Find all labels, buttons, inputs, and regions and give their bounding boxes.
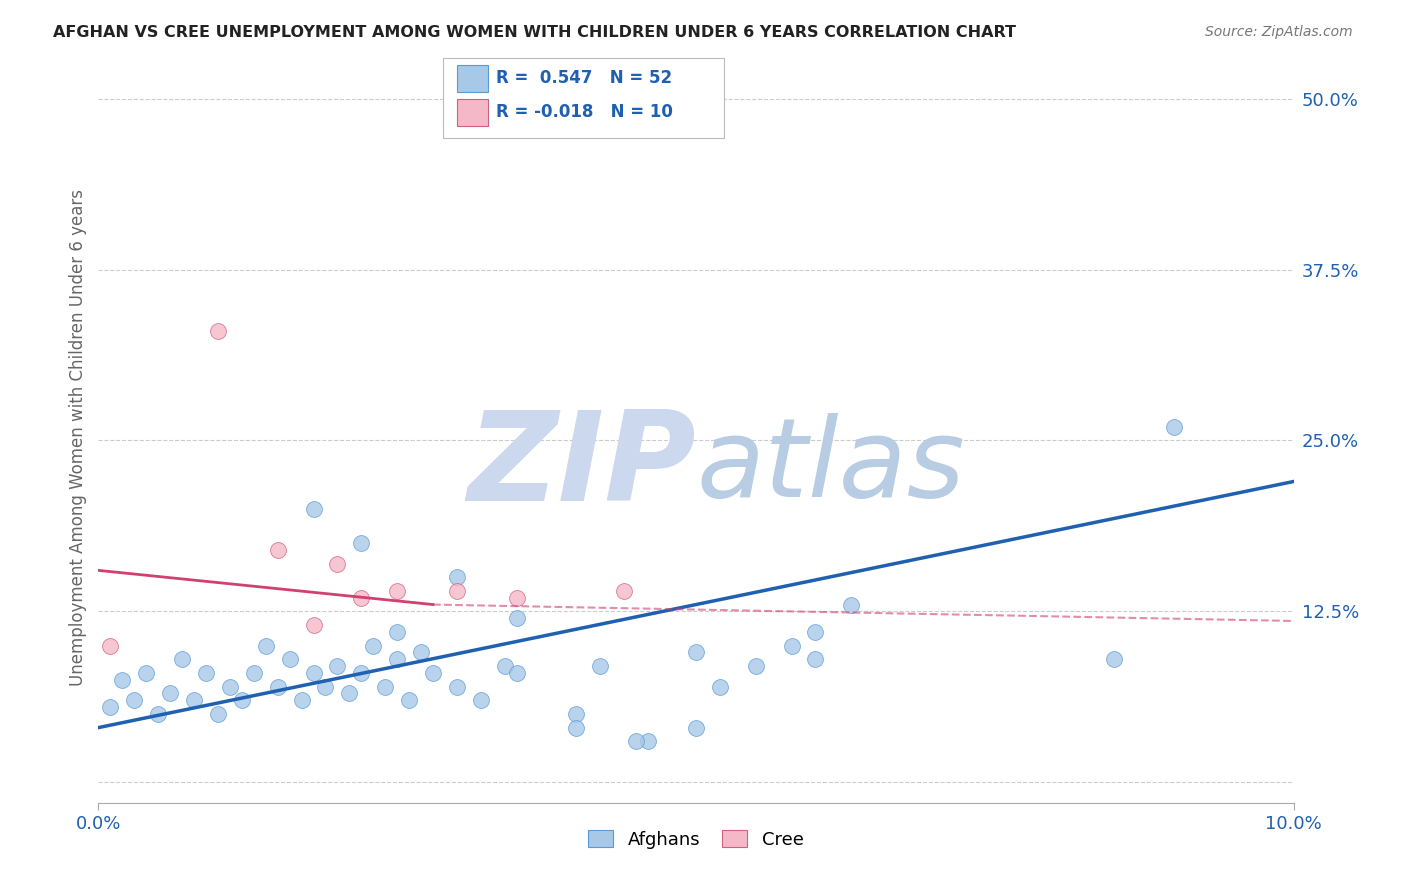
Point	[98, 639, 122, 653]
Point	[804, 624, 827, 639]
Point	[302, 665, 325, 680]
Point	[195, 665, 218, 680]
Point	[506, 591, 529, 605]
Point	[231, 693, 253, 707]
Point	[709, 680, 731, 694]
Text: ZIP: ZIP	[467, 406, 696, 527]
Point	[207, 706, 229, 721]
Point	[745, 659, 768, 673]
Y-axis label: Unemployment Among Women with Children Under 6 years: Unemployment Among Women with Children U…	[69, 188, 87, 686]
Point	[565, 721, 588, 735]
Point	[326, 659, 349, 673]
Point	[780, 639, 803, 653]
Point	[841, 598, 863, 612]
Point	[291, 693, 314, 707]
Point	[339, 686, 361, 700]
Text: R =  0.547   N = 52: R = 0.547 N = 52	[496, 70, 672, 87]
Point	[315, 680, 337, 694]
Point	[350, 536, 373, 550]
Point	[207, 324, 229, 338]
Point	[219, 680, 242, 694]
Point	[398, 693, 420, 707]
Point	[494, 659, 516, 673]
Point	[172, 652, 194, 666]
Text: R = -0.018   N = 10: R = -0.018 N = 10	[496, 103, 673, 121]
Point	[302, 618, 325, 632]
Point	[613, 583, 636, 598]
Point	[506, 665, 529, 680]
Point	[470, 693, 492, 707]
Text: AFGHAN VS CREE UNEMPLOYMENT AMONG WOMEN WITH CHILDREN UNDER 6 YEARS CORRELATION : AFGHAN VS CREE UNEMPLOYMENT AMONG WOMEN …	[53, 25, 1017, 40]
Point	[626, 734, 648, 748]
Point	[98, 700, 122, 714]
Point	[278, 652, 301, 666]
Point	[326, 557, 349, 571]
Point	[243, 665, 266, 680]
Point	[267, 542, 290, 557]
Point	[385, 652, 409, 666]
Point	[135, 665, 157, 680]
Point	[589, 659, 612, 673]
Point	[183, 693, 205, 707]
Point	[254, 639, 277, 653]
Point	[411, 645, 433, 659]
Point	[1163, 420, 1185, 434]
Point	[422, 665, 444, 680]
Point	[374, 680, 396, 694]
Point	[124, 693, 146, 707]
Text: atlas: atlas	[696, 413, 965, 520]
Point	[385, 583, 409, 598]
Point	[350, 665, 373, 680]
Point	[506, 611, 529, 625]
Point	[685, 721, 707, 735]
Point	[446, 680, 468, 694]
Point	[350, 591, 373, 605]
Text: Source: ZipAtlas.com: Source: ZipAtlas.com	[1205, 25, 1353, 39]
Point	[637, 734, 659, 748]
Point	[565, 706, 588, 721]
Point	[111, 673, 134, 687]
Point	[267, 680, 290, 694]
Point	[363, 639, 385, 653]
Point	[1104, 652, 1126, 666]
Point	[446, 583, 468, 598]
Legend: Afghans, Cree: Afghans, Cree	[581, 822, 811, 856]
Point	[804, 652, 827, 666]
Point	[302, 501, 325, 516]
Point	[159, 686, 181, 700]
Point	[385, 624, 409, 639]
Point	[446, 570, 468, 584]
Point	[148, 706, 170, 721]
Point	[685, 645, 707, 659]
